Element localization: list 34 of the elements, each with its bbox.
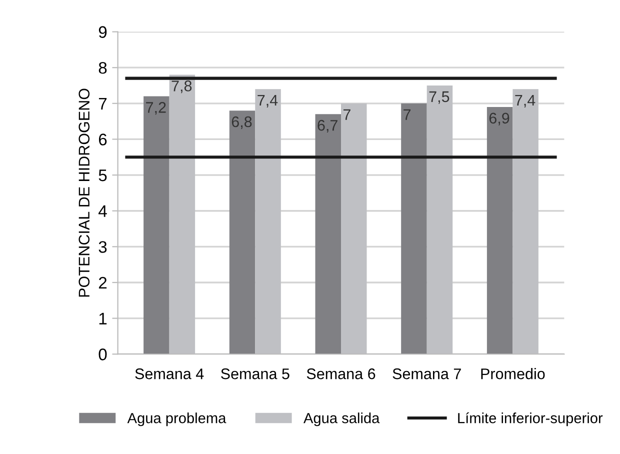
legend-label: Agua salida <box>304 412 380 426</box>
x-tick-label: Semana 5 <box>221 368 290 380</box>
y-tick-label: 5 <box>98 170 107 182</box>
text: 7,2 <box>146 102 166 115</box>
y-axis-title: POTENCIAL DE HIDROGENO <box>78 88 90 297</box>
bar <box>486 106 513 354</box>
legend-label: Límite inferior-superior <box>458 412 603 426</box>
y-tick-label: 1 <box>99 312 107 324</box>
text: 7,4 <box>515 95 536 108</box>
x-tick-label: Semana 7 <box>392 368 461 380</box>
y-tick-label: 6 <box>98 134 107 146</box>
text: 7,4 <box>258 95 278 108</box>
bar <box>401 103 427 354</box>
y-tick-label: 8 <box>98 62 107 74</box>
legend-label: Agua problema <box>127 412 226 426</box>
y-tick-label: 9 <box>98 26 107 38</box>
x-tick-label: Semana 6 <box>306 368 376 380</box>
y-tick-label: 0 <box>98 348 107 360</box>
bar <box>315 114 341 354</box>
text: 6,7 <box>318 120 338 133</box>
text: 7,8 <box>172 80 192 94</box>
y-tick-label: 2 <box>98 276 107 289</box>
text: 6,8 <box>232 116 252 129</box>
text: 7,5 <box>429 91 450 104</box>
bar <box>144 96 170 354</box>
bar <box>229 110 256 354</box>
y-tick-label: 7 <box>98 98 107 110</box>
x-tick-label: Semana 4 <box>135 368 204 380</box>
text: 6,9 <box>489 112 510 126</box>
text: 7 <box>344 109 350 120</box>
y-tick-label: 3 <box>98 241 107 253</box>
y-tick-label: 4 <box>98 205 107 217</box>
x-tick-label: Promedio <box>481 368 545 380</box>
text: 7 <box>404 109 411 120</box>
